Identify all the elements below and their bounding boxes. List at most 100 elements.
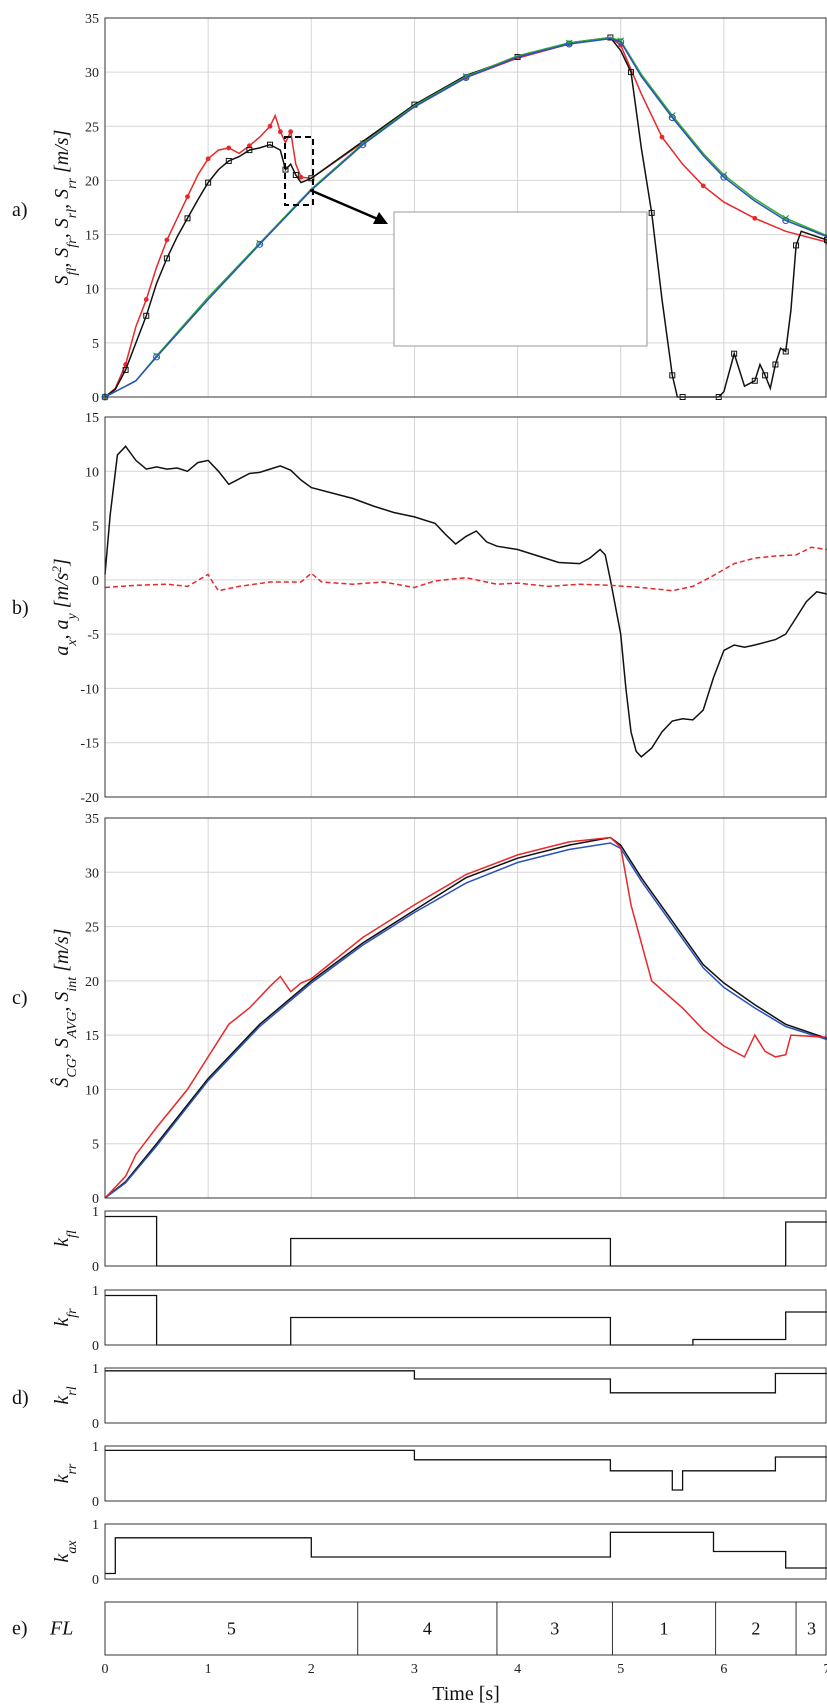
panel-d-1-frame — [104, 1289, 827, 1346]
panel-a-series-0-point — [700, 183, 706, 189]
panel-c-ytick-label: 20 — [85, 975, 99, 990]
panel-a-series-1-point — [731, 350, 738, 357]
panel-c-ytick-label: 35 — [85, 812, 99, 827]
panel-a-series-1-point — [184, 215, 191, 222]
panel-a-series-3-point — [617, 38, 625, 46]
panel-c-ytick-label: 15 — [85, 1029, 99, 1044]
panel-a-series-0 — [104, 36, 827, 398]
panel-b-ytick-label: -20 — [80, 791, 99, 806]
x-tick-label: 4 — [514, 1662, 521, 1677]
panel-a-series-1-point — [122, 366, 129, 373]
panel-b-letter: b) — [12, 597, 29, 619]
fl-segment-label: 1 — [660, 1619, 669, 1639]
panel-d-4-series — [105, 1531, 827, 1575]
panel-a-series-0-point — [143, 297, 149, 302]
panel-a-series-0-point — [288, 129, 294, 135]
x-tick-label: 2 — [308, 1662, 315, 1677]
panel-a-series-1-point — [246, 147, 253, 154]
panel-a-series-1-point — [669, 372, 676, 379]
panel-a-series-0-point — [185, 194, 190, 200]
panel-a-series-3-point — [359, 141, 367, 149]
panel-e-ylabel: FL — [49, 1618, 73, 1640]
panel-a-ytick-label: 30 — [85, 66, 99, 81]
panel-d-3-ytick-label: 0 — [92, 1495, 99, 1510]
panel-a-series-3-point — [256, 240, 264, 248]
fl-segment-label: 3 — [550, 1619, 559, 1639]
panel-a-series-0-point — [298, 174, 304, 180]
panel-a-series-1-point — [782, 348, 789, 355]
panel-d-1-ytick-label: 1 — [92, 1284, 99, 1299]
panel-b-ytick-label: 0 — [92, 574, 99, 589]
panel-a-series-3-point — [153, 353, 161, 361]
panel-a-frame — [104, 17, 827, 398]
zoom-arrow-head — [373, 212, 388, 224]
panel-a-series-3-point — [720, 173, 728, 181]
panel-d-1-ytick-label: 0 — [92, 1339, 99, 1354]
panel-c-ytick-label: 25 — [85, 921, 99, 936]
panel-a-series-1-point — [267, 141, 274, 148]
panel-a-series-0-point — [164, 237, 170, 243]
panel-d-3-ytick-label: 1 — [92, 1440, 99, 1455]
panel-a-series-2-point — [720, 171, 728, 179]
panel-d-2-series — [105, 1370, 827, 1394]
panel-d-4-ylabel: kax — [51, 1540, 80, 1563]
panel-a-ytick-label: 0 — [92, 391, 99, 406]
panel-d-2-ylabel: krl — [51, 1386, 80, 1404]
panel-d-1-series — [105, 1294, 827, 1346]
panel-c-series-0 — [104, 836, 827, 1199]
panel-a-series-2 — [104, 36, 827, 398]
x-tick-label: 3 — [411, 1662, 418, 1677]
panel-b-series-1 — [104, 546, 827, 592]
panel-a-series-0-point — [247, 143, 252, 149]
panel-d-0-series — [105, 1215, 827, 1267]
panel-a-ylabel: Sfl, Sfr, Srl, Srr [m/s] — [51, 130, 80, 286]
panel-a-series-1-point — [762, 372, 769, 379]
panel-e-letter: e) — [12, 1618, 28, 1640]
panel-c-frame — [104, 817, 827, 1199]
panel-c-ytick-label: 10 — [85, 1083, 99, 1098]
panel-d-2-ytick-label: 1 — [92, 1362, 99, 1377]
panel-a-series-1-point — [225, 157, 232, 164]
panel-b-ytick-label: -15 — [80, 737, 99, 752]
panel-d-2-ytick-label: 0 — [92, 1417, 99, 1432]
panel-c-letter: c) — [12, 987, 28, 1009]
panel-e-frame — [104, 1601, 827, 1656]
panel-a-series-1-point — [292, 172, 299, 179]
panel-a-ytick-label: 25 — [85, 120, 99, 135]
panel-b-frame — [104, 416, 827, 798]
panel-a-ytick-label: 5 — [92, 337, 99, 352]
panel-d-3-frame — [104, 1445, 827, 1502]
inset-frame — [393, 211, 648, 347]
frames-layer — [104, 17, 827, 1656]
panel-a-ytick-label: 20 — [85, 174, 99, 189]
panel-b-ytick-label: -5 — [87, 628, 99, 643]
panel-a-letter: a) — [12, 199, 28, 221]
grid-layer — [105, 18, 827, 1198]
panel-d-0-ytick-label: 0 — [92, 1260, 99, 1275]
panel-a-series-1-point — [628, 69, 635, 76]
panel-c-ylabel: ŜCG, SAVG, Sint [m/s] — [49, 928, 80, 1087]
panel-a-series-1-point — [824, 236, 827, 243]
panel-a-series-2-point — [782, 214, 790, 222]
fl-segment-label: 5 — [227, 1619, 236, 1639]
x-tick-label: 1 — [205, 1662, 212, 1677]
panel-a-series-1-point — [205, 179, 212, 186]
panel-d-4-ytick-label: 1 — [92, 1518, 99, 1533]
x-tick-label: 6 — [720, 1662, 727, 1677]
panel-a-series-1-point — [793, 242, 800, 249]
panel-b-series-0 — [104, 445, 827, 758]
panel-a-series-1-point — [163, 255, 170, 262]
panel-c-ytick-label: 0 — [92, 1192, 99, 1207]
panel-a-series-0-point — [659, 134, 665, 140]
panel-a-series-0-point — [226, 145, 232, 151]
fl-segment-label: 4 — [423, 1619, 432, 1639]
panel-a-series-1-point — [143, 312, 150, 319]
panel-d-3-ylabel: krr — [51, 1463, 80, 1483]
panel-b-ytick-label: 10 — [85, 465, 99, 480]
panel-a-series-1-point — [772, 361, 779, 368]
panel-a-series-0-point — [267, 123, 273, 129]
panel-a-series-0-point — [752, 215, 758, 221]
panel-a-series-2-point — [668, 112, 676, 119]
panel-d-0-frame — [104, 1210, 827, 1267]
